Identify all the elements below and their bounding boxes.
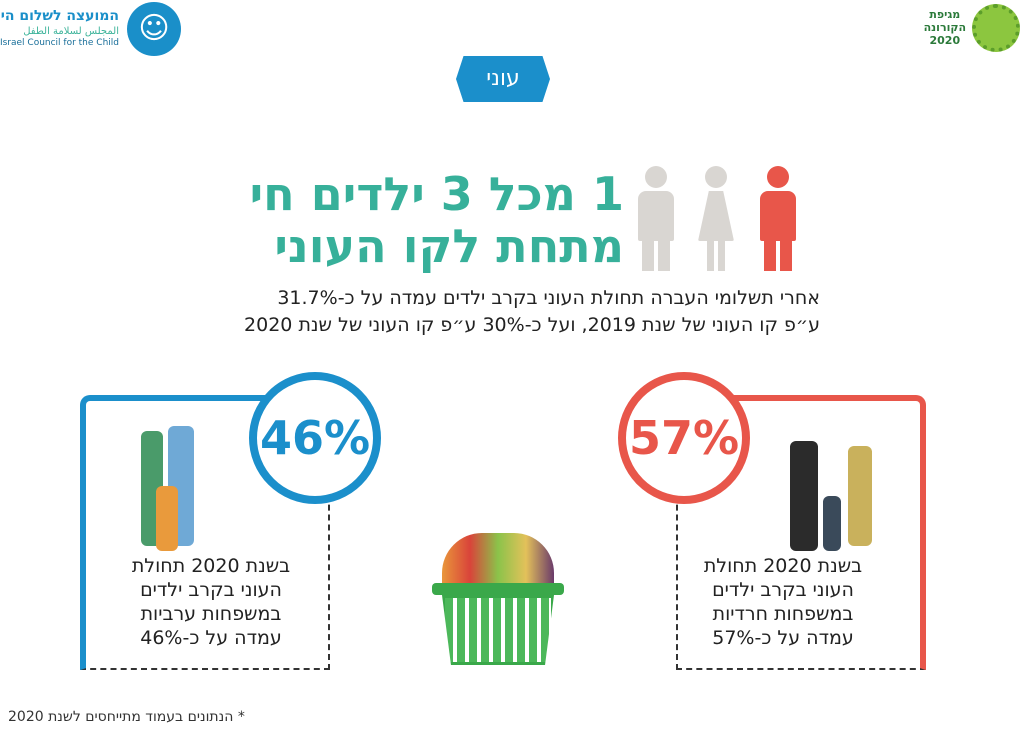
corona-line1: מגיפת: [929, 8, 961, 21]
corona-line3: 2020: [929, 34, 961, 47]
footnote: * הנתונים בעמוד מתייחסים לשנת 2020: [8, 709, 245, 725]
logo-english: Israel Council for the Child: [0, 38, 119, 48]
corona-line2: הקורונה: [923, 21, 966, 34]
family-illustration: [790, 441, 818, 551]
card-haredi-families: בשנת 2020 תחולת העוני בקרב ילדים במשפחות ח…: [676, 395, 926, 670]
person-gray-female-icon: [696, 166, 736, 272]
logo-hebrew: המועצה לשלום הילד: [0, 8, 119, 24]
headline-line1: 1 מכל 3 ילדים חי: [249, 167, 624, 221]
child-hands-icon: ☺: [127, 2, 181, 56]
grocery-basket-icon: [428, 525, 568, 670]
council-logo: המועצה לשלום הילד المجلس لسلامة الطفل Is…: [0, 2, 185, 57]
virus-icon: [972, 4, 1020, 52]
headline-line2: מתחת לקו העוני: [274, 219, 624, 273]
percent-circle-46: 46%: [249, 372, 381, 504]
percent-circle-57: 57%: [618, 372, 750, 504]
subtitle-line2: ע״פ קו העוני של שנת 2019, ועל כ-30% ע״פ …: [244, 314, 820, 336]
card-text: בשנת 2020 תחולת העוני בקרב ילדים במשפחות ע…: [131, 555, 291, 649]
topic-badge: עוני: [456, 56, 550, 102]
person-red-icon: [758, 166, 798, 272]
card-text: בשנת 2020 תחולת העוני בקרב ילדים במשפחות ח…: [703, 555, 863, 649]
subtitle-line1: אחרי תשלומי העברה תחולת העוני בקרב ילדים…: [277, 287, 820, 309]
logo-arabic: المجلس لسلامة الطفل: [23, 26, 119, 37]
person-gray-icon: [636, 166, 676, 272]
headline: 1 מכל 3 ילדים חי מתחת לקו העוני: [250, 168, 624, 272]
subtitle: אחרי תשלומי העברה תחולת העוני בקרב ילדים…: [200, 285, 820, 339]
corona-logo: מגיפת הקורונה 2020: [914, 0, 1024, 60]
